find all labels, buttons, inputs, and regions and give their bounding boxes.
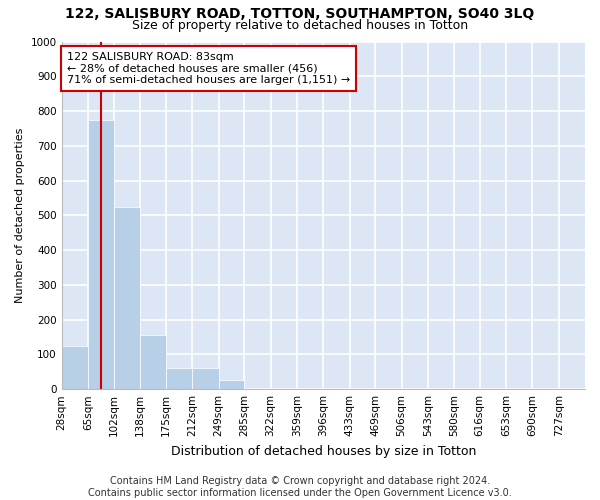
Bar <box>140 336 166 389</box>
Y-axis label: Number of detached properties: Number of detached properties <box>15 128 25 303</box>
Bar <box>88 120 114 389</box>
Text: Size of property relative to detached houses in Totton: Size of property relative to detached ho… <box>132 18 468 32</box>
Bar <box>219 380 244 389</box>
Text: Contains HM Land Registry data © Crown copyright and database right 2024.
Contai: Contains HM Land Registry data © Crown c… <box>88 476 512 498</box>
Bar <box>193 368 219 389</box>
Text: 122, SALISBURY ROAD, TOTTON, SOUTHAMPTON, SO40 3LQ: 122, SALISBURY ROAD, TOTTON, SOUTHAMPTON… <box>65 8 535 22</box>
Bar <box>114 206 140 389</box>
Bar <box>62 346 88 389</box>
Bar <box>166 368 193 389</box>
Text: 122 SALISBURY ROAD: 83sqm
← 28% of detached houses are smaller (456)
71% of semi: 122 SALISBURY ROAD: 83sqm ← 28% of detac… <box>67 52 350 85</box>
X-axis label: Distribution of detached houses by size in Totton: Distribution of detached houses by size … <box>170 444 476 458</box>
